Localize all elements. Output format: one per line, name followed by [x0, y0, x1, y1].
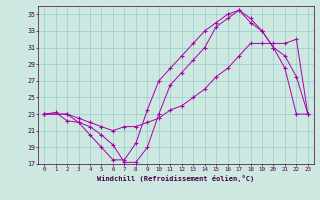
X-axis label: Windchill (Refroidissement éolien,°C): Windchill (Refroidissement éolien,°C)	[97, 175, 255, 182]
